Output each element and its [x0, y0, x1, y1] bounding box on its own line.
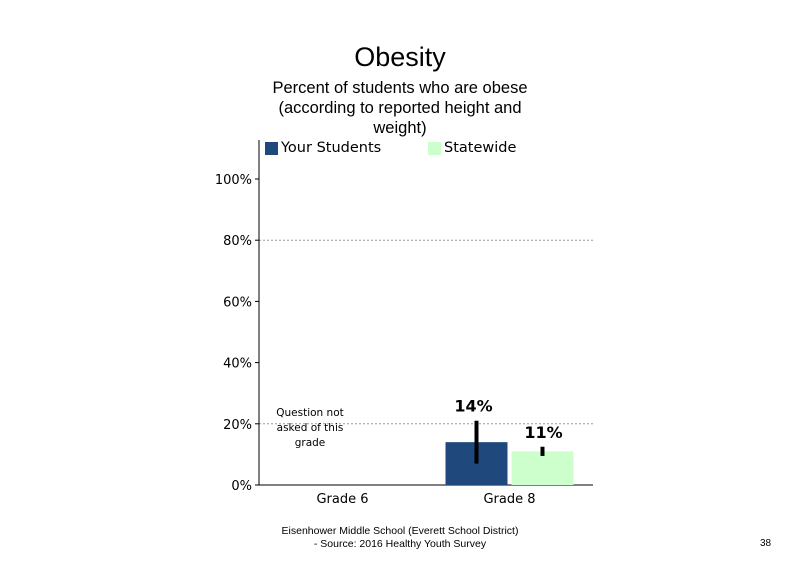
bar-statewide [511, 451, 574, 485]
x-tick-label: Grade 8 [483, 492, 535, 507]
y-tick-label: 60% [223, 295, 252, 310]
footer-survey: - Source: 2016 Healthy Youth Survey [313, 538, 487, 550]
x-tick-label: Grade 6 [316, 492, 368, 507]
y-tick-label: 80% [223, 234, 252, 249]
data-label: 14% [454, 397, 492, 416]
legend-swatch-statewide [428, 141, 441, 155]
data-label: 11% [524, 423, 562, 442]
not-asked-note: Question not asked of this grade [276, 407, 344, 449]
legend-item-your-students: Your Students [265, 140, 381, 156]
footer-school: Eisenhower Middle School (Everett School… [281, 525, 519, 537]
footer-source: Eisenhower Middle School (Everett School… [270, 525, 530, 551]
chart-title: Obesity [354, 42, 446, 72]
legend-item-statewide: Statewide [428, 140, 516, 156]
y-tick-label: 40% [223, 357, 252, 372]
y-tick-label: 100% [215, 173, 252, 188]
page-number: 38 [760, 538, 772, 549]
legend-label-statewide: Statewide [444, 140, 517, 156]
legend-label-your-students: Your Students [281, 140, 382, 156]
legend-swatch-your-students [265, 141, 278, 155]
chart-subtitle: Percent of students who are obese (accor… [272, 79, 528, 137]
y-tick-label: 20% [223, 418, 252, 433]
y-tick-label: 0% [231, 479, 252, 494]
